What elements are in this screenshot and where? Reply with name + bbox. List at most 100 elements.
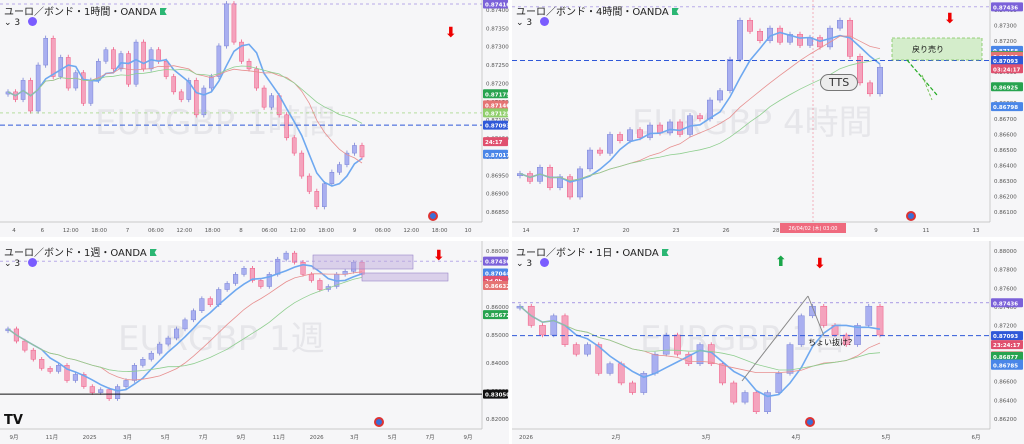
time-tick-label: 18:00 (318, 228, 334, 234)
candle-body (123, 380, 129, 387)
tts-label: TTS (820, 74, 859, 91)
time-tick-label: 3月 (702, 434, 711, 441)
candle-body (50, 38, 56, 77)
time-tick-label: 2025 (83, 435, 97, 441)
price-label-text: 0.83050 (485, 393, 509, 399)
price-label-text: 0.87093 (485, 124, 509, 130)
candle-body (572, 344, 580, 355)
time-tick-label: 5月 (388, 434, 397, 441)
candle-body (216, 45, 222, 77)
time-tick-label: 2026 (310, 435, 324, 441)
time-tick-label: 2026 (519, 435, 533, 441)
candle-body (539, 325, 546, 336)
time-tick-label: 9月 (464, 434, 473, 441)
candle-body (246, 60, 252, 70)
candle-body (730, 382, 738, 403)
candle-body (637, 129, 643, 138)
candle-body (854, 325, 861, 345)
indicator-row: ⌄ 3 (4, 258, 38, 269)
time-tick-label: 12:00 (290, 228, 306, 234)
candle-body (817, 37, 823, 48)
candle-body (741, 392, 749, 403)
chart-svg-4h[interactable]: 0.874000.873000.872000.871000.870000.869… (512, 0, 1024, 237)
replay-icon[interactable] (374, 417, 384, 427)
price-label-text: 0.85672 (485, 313, 509, 319)
replay-icon[interactable] (906, 211, 916, 221)
time-tick-label: 12:00 (63, 228, 79, 234)
down-arrow-icon: ⬇ (445, 25, 457, 41)
candle-body (329, 171, 335, 184)
price-label-text: 0.87436 (993, 5, 1018, 11)
chart-svg-1h[interactable]: 0.87400 0.87350 0.87300 0.87250 0.87200 0.871… (0, 0, 509, 237)
price-label-text: 24:17 (485, 140, 503, 146)
indicator-row: ⌄ 3 (516, 17, 550, 28)
candle-body (284, 114, 290, 139)
chart-svg-1w[interactable]: 0.880000.870000.860000.850000.840000.830… (0, 241, 509, 444)
candle-body (56, 365, 62, 372)
candle-body (662, 334, 670, 355)
candle-body (133, 41, 139, 85)
replay-icon[interactable] (805, 417, 815, 427)
candle-body (103, 49, 109, 62)
price-tick-label: 0.86850 (486, 210, 509, 216)
time-tick-label: 28 (773, 228, 780, 234)
candle-body (58, 57, 64, 77)
chart-panel-1h[interactable]: EURGBP 1時間 0.87400 0.87350 0.87300 0.87250 0… (0, 0, 509, 237)
chart-svg-1d[interactable]: 0.88000 0.87800 0.87600 0.87400 0.87200 0.870… (512, 241, 1024, 444)
time-tick-label: 8 (239, 228, 243, 234)
price-tick-label: 0.86200 (994, 194, 1017, 200)
projection-arrow (906, 59, 938, 96)
time-tick-label: 23 (673, 228, 680, 234)
time-tick-label: 11 (923, 228, 930, 234)
candle-body (199, 298, 205, 311)
time-tick-label: 12:00 (403, 228, 419, 234)
price-label-text: 0.86785 (993, 364, 1018, 370)
ma-short-line (519, 305, 881, 398)
candle-body (717, 90, 723, 101)
chart-panel-1w[interactable]: EURGBP 1週 0.880000.870000.860000.850000.… (0, 241, 509, 444)
candle-body (300, 261, 306, 275)
candle-body (820, 305, 828, 326)
candle-body (647, 124, 653, 138)
modori-uri-label: 戻り売り (912, 45, 944, 54)
time-tick-label: 10 (465, 228, 472, 234)
candle-body (165, 337, 171, 345)
candle-body (283, 252, 289, 260)
candle-body (306, 175, 312, 192)
candle-body (837, 20, 843, 29)
time-tick-label: 3月 (123, 434, 132, 441)
price-tick-label: 0.87400 (486, 8, 509, 14)
candle-body (30, 349, 36, 360)
candle-body (877, 66, 883, 95)
candle-body (727, 59, 733, 91)
ma-long-line (7, 65, 363, 124)
chart-panel-4h[interactable]: EURGBP 4時間 0.874000.873000.872000.871000… (512, 0, 1024, 237)
candle-body (857, 56, 863, 84)
date-label-text: 26/04/02 (木) 03:00 (789, 225, 838, 232)
candle-body (597, 149, 603, 154)
candle-body (190, 310, 196, 321)
time-tick-label: 6月 (972, 434, 981, 441)
price-label-tag (483, 310, 508, 320)
price-label-text: 0.87093 (993, 334, 1018, 340)
price-label-tag (991, 331, 1023, 341)
chart-panel-1d[interactable]: EURGBP 1日 0.88000 0.87800 0.87600 0.87400 0.… (512, 241, 1024, 444)
price-label-text: 0.87044 (485, 272, 509, 278)
time-tick-label: 26 (723, 228, 730, 234)
indicator-icon[interactable] (540, 17, 550, 26)
price-label-text: 23:24:17 (993, 343, 1021, 349)
indicator-icon[interactable] (28, 258, 38, 267)
price-label-text: 0.87017 (485, 153, 509, 159)
candle-body (299, 152, 305, 177)
candle-body (98, 389, 104, 393)
candle-body (577, 168, 583, 198)
price-tick-label: 0.88000 (486, 249, 509, 255)
ma-short-line (519, 31, 881, 183)
time-tick-label: 5月 (161, 434, 170, 441)
price-tick-label: 0.82000 (486, 417, 509, 423)
indicator-icon[interactable] (540, 258, 550, 267)
replay-icon[interactable] (428, 211, 438, 221)
price-label-tag (483, 0, 508, 9)
indicator-icon[interactable] (28, 17, 38, 26)
price-tick-label: 0.86500 (994, 148, 1017, 154)
